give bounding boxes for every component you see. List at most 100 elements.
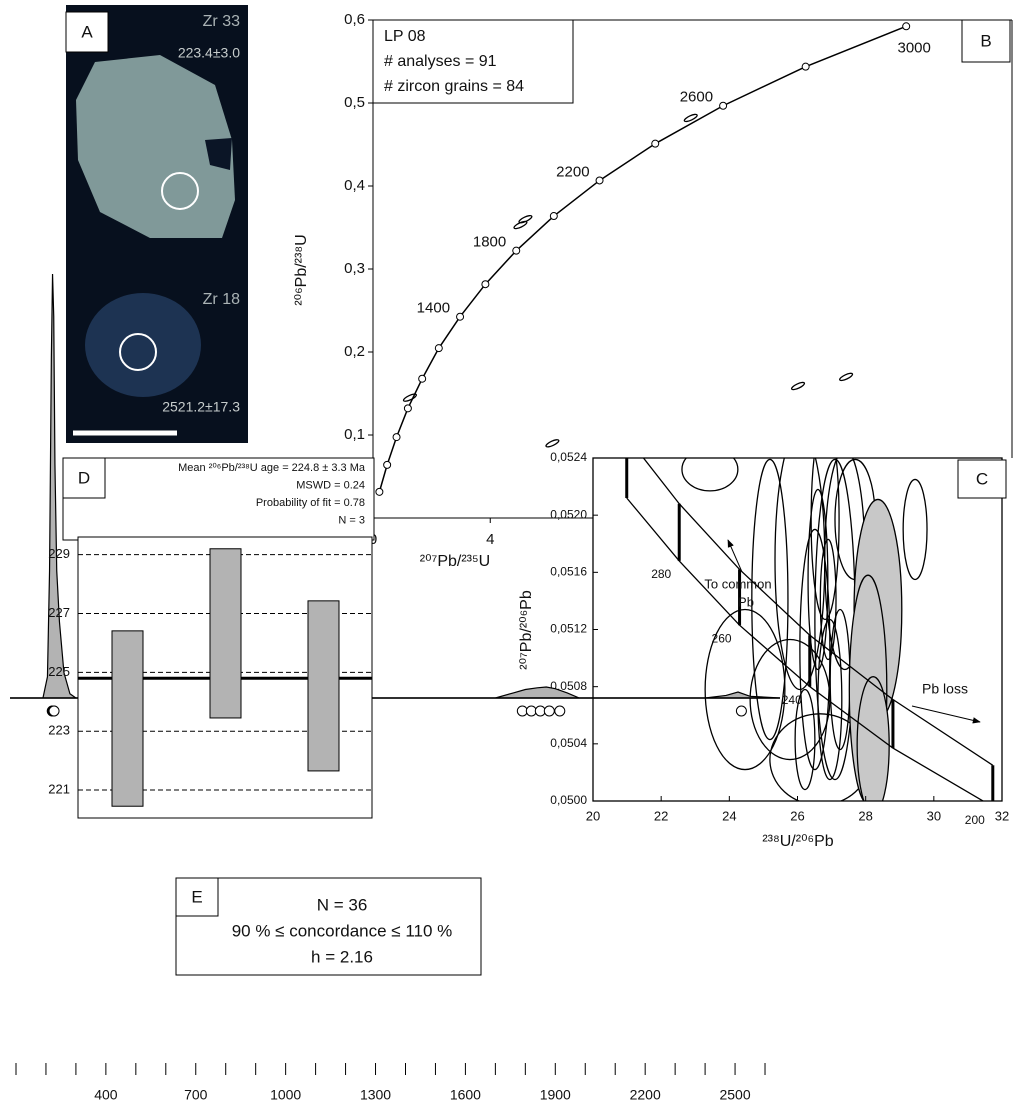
x-tick-label: 2500	[719, 1087, 750, 1103]
ellipses	[704, 608, 786, 771]
y-tick-label: 225	[48, 664, 70, 679]
y-tick-label: 0,5	[344, 94, 365, 111]
age-marker	[549, 212, 558, 221]
stats-text: 90 % ≤ concordance ≤ 110 %	[232, 921, 453, 940]
selected	[856, 676, 890, 801]
grain-gap	[205, 138, 232, 170]
ellipses	[902, 478, 928, 581]
concordia-group	[375, 22, 911, 496]
y-tick-label: 0,0500	[550, 793, 587, 807]
y-tick-label: 0,0512	[550, 622, 587, 636]
plot-area	[593, 458, 1002, 801]
age-point	[735, 705, 747, 717]
stats-text: N = 36	[317, 895, 368, 914]
panel-label-box	[65, 11, 109, 53]
spot	[161, 172, 199, 210]
age-point	[48, 705, 60, 717]
concordia-band	[626, 497, 985, 801]
y-tick-label: 223	[48, 723, 70, 738]
grain-age: 2521.2±17.3	[162, 399, 240, 415]
ellipses	[819, 538, 837, 661]
text-box	[175, 877, 482, 976]
x-axis-title: ²³⁸U/²⁰⁶Pb	[762, 833, 833, 850]
age-marker	[403, 404, 412, 413]
age-marker	[512, 246, 521, 255]
x-tick-label: 1900	[540, 1087, 571, 1103]
y-tick-label: 0,0508	[550, 679, 587, 693]
analysis-ellipse	[518, 214, 533, 224]
age-bar	[111, 630, 144, 807]
annotation: To common	[704, 576, 771, 591]
panel-label-box	[175, 877, 219, 917]
age-label: 1800	[473, 234, 506, 251]
x-tick-label: 1000	[270, 1087, 301, 1103]
x-tick-label: 400	[94, 1087, 118, 1103]
age-marker	[383, 460, 392, 469]
annotation: Pb loss	[922, 681, 968, 697]
analysis-ellipse	[839, 372, 854, 382]
age-marker	[392, 433, 401, 442]
panel-label: E	[191, 887, 202, 906]
age-bar	[307, 600, 340, 772]
x-tick-label: 24	[722, 808, 736, 823]
ellipses	[794, 688, 816, 791]
x-tick-label: 1300	[360, 1087, 391, 1103]
age-label: 240	[782, 693, 802, 707]
ellipses	[807, 488, 829, 671]
age-marker	[801, 62, 810, 71]
info-text: # analyses = 91	[384, 53, 497, 70]
spot	[119, 333, 157, 371]
y-tick-label: 0,0520	[550, 507, 587, 521]
panel-label: C	[976, 469, 988, 488]
arrow	[727, 539, 743, 573]
age-marker	[902, 22, 911, 31]
grain-age: 223.4±3.0	[178, 45, 240, 61]
text-box	[62, 457, 375, 541]
y-axis-title: ²⁰⁷Pb/²⁰⁶Pb	[518, 590, 535, 670]
stats-text: h = 2.16	[311, 947, 373, 966]
age-label: 3000	[897, 39, 930, 56]
panel-label-box	[957, 459, 1007, 499]
age-marker	[456, 312, 465, 321]
age-marker	[481, 280, 490, 289]
x-tick-label: 700	[184, 1087, 208, 1103]
age-label: 2200	[556, 163, 589, 180]
stats-text: Probability of fit = 0.78	[256, 497, 365, 509]
panel-a: A Zr 33 223.4±3.0 Zr 18 2521.2±17.3	[65, 5, 248, 443]
ellipses	[751, 458, 789, 741]
age-marker	[375, 487, 384, 496]
age-label: 200	[965, 813, 985, 827]
x-tick-label: 20	[586, 808, 600, 823]
x-tick-label: 28	[858, 808, 872, 823]
age-marker	[651, 139, 660, 148]
x-tick-label: 4	[486, 531, 494, 548]
grain	[76, 55, 235, 238]
x-tick-label: 1600	[450, 1087, 481, 1103]
y-tick-label: 0,0516	[550, 565, 587, 579]
grain	[85, 293, 201, 397]
age-label: 280	[651, 567, 671, 581]
age-label: 2600	[680, 89, 713, 106]
x-tick-label: 22	[654, 808, 668, 823]
info-box	[372, 19, 574, 104]
x-tick-label: 26	[790, 808, 804, 823]
age-marker	[418, 374, 427, 383]
y-tick-label: 0,3	[344, 260, 365, 277]
x-tick-label: 30	[927, 808, 941, 823]
age-marker	[595, 176, 604, 185]
analysis-ellipse	[790, 381, 806, 391]
y-tick-label: 227	[48, 605, 70, 620]
y-tick-label: 0,0504	[550, 736, 587, 750]
y-tick-label: 221	[48, 781, 70, 796]
ellipses	[749, 638, 831, 761]
stats-text: N = 3	[338, 514, 365, 526]
plot-content	[625, 458, 995, 801]
grain-name: Zr 18	[203, 291, 240, 308]
y-tick-label: 0,1	[344, 426, 365, 443]
age-label: 1400	[417, 300, 450, 317]
stats-text: MSWD = 0.24	[296, 479, 365, 491]
age-bar	[209, 548, 242, 719]
y-tick-label: 0,4	[344, 177, 365, 194]
